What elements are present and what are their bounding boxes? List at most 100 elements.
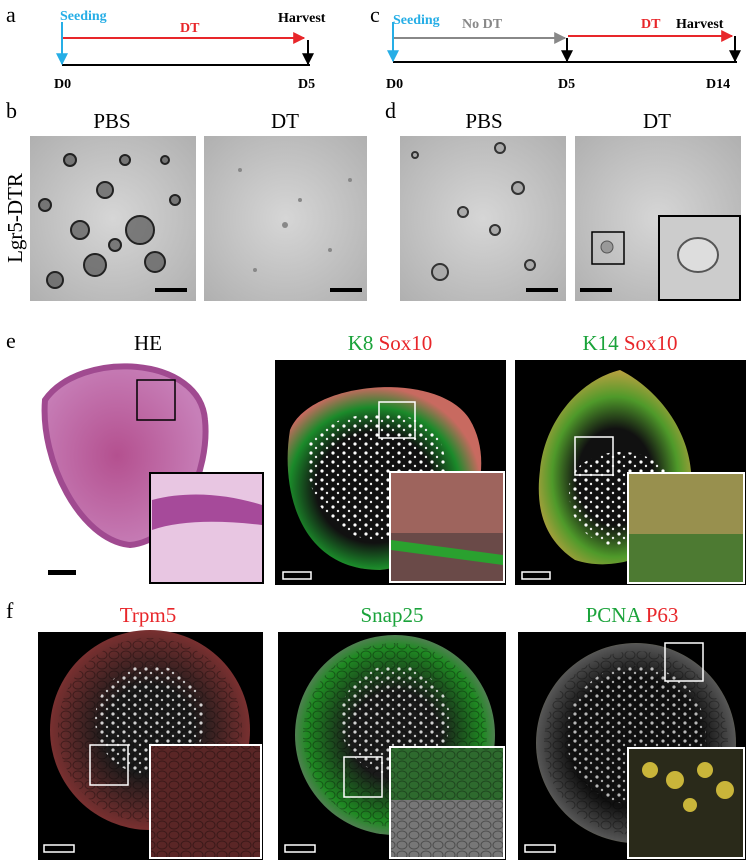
image-region bbox=[629, 474, 743, 534]
image-detail bbox=[511, 181, 525, 195]
image-region bbox=[43, 844, 75, 853]
stain-label: Trpm5 bbox=[120, 603, 176, 627]
image-detail bbox=[666, 771, 684, 789]
image-region bbox=[48, 570, 76, 575]
treatment-label: DT bbox=[641, 17, 661, 32]
micrograph bbox=[30, 136, 196, 301]
image-detail bbox=[411, 151, 419, 159]
image-region bbox=[330, 288, 362, 292]
image-region bbox=[574, 436, 614, 476]
image-region bbox=[391, 748, 503, 857]
image-region bbox=[521, 571, 551, 580]
micrograph bbox=[515, 360, 746, 585]
label-part: Snap25 bbox=[361, 603, 424, 627]
stain-label: K8 Sox10 bbox=[348, 331, 433, 355]
image-detail bbox=[489, 224, 501, 236]
image-detail bbox=[96, 181, 114, 199]
image-detail bbox=[524, 259, 536, 271]
row-label: Lgr5-DTR bbox=[3, 173, 27, 263]
image-detail bbox=[411, 142, 536, 281]
image-detail bbox=[169, 194, 181, 206]
image-detail bbox=[298, 198, 302, 202]
image-detail bbox=[125, 215, 155, 245]
image-detail bbox=[108, 238, 122, 252]
image-detail bbox=[716, 781, 734, 799]
stain-label: K14 Sox10 bbox=[582, 331, 677, 355]
label-part: Trpm5 bbox=[120, 603, 176, 627]
image-detail bbox=[238, 168, 352, 272]
image-detail bbox=[46, 271, 64, 289]
image-detail bbox=[642, 762, 734, 812]
micrograph bbox=[400, 136, 566, 301]
image-detail bbox=[328, 248, 332, 252]
label-part: PCNA bbox=[586, 603, 643, 627]
micrograph bbox=[575, 136, 741, 301]
image-detail bbox=[119, 154, 131, 166]
harvest-label: Harvest bbox=[676, 17, 724, 32]
image-region bbox=[391, 473, 503, 533]
day-label: D5 bbox=[298, 77, 315, 92]
day-label: D14 bbox=[706, 77, 730, 92]
image-detail bbox=[144, 251, 166, 273]
image-detail bbox=[70, 220, 90, 240]
image-detail bbox=[697, 762, 713, 778]
treatment-label: DT bbox=[180, 21, 200, 36]
image-region bbox=[524, 844, 556, 853]
image-detail bbox=[642, 762, 658, 778]
image-detail bbox=[38, 153, 181, 289]
panel-letter: e bbox=[6, 328, 16, 353]
panel-letter: d bbox=[385, 98, 396, 123]
image-detail bbox=[494, 142, 506, 154]
day-label: D0 bbox=[54, 77, 71, 92]
micrograph bbox=[30, 360, 265, 585]
label-part: K8 bbox=[348, 331, 374, 355]
image-detail bbox=[63, 153, 77, 167]
micrograph bbox=[38, 630, 263, 860]
label-part: HE bbox=[134, 331, 162, 355]
image-region bbox=[526, 288, 558, 292]
pre-label: No DT bbox=[462, 17, 503, 32]
image-detail bbox=[38, 198, 52, 212]
image-region bbox=[136, 379, 176, 421]
image-region bbox=[282, 571, 312, 580]
image-detail bbox=[160, 155, 170, 165]
condition-label: DT bbox=[271, 109, 299, 133]
image-region bbox=[580, 288, 612, 292]
micrograph bbox=[278, 632, 506, 860]
label-part: Sox10 bbox=[624, 331, 678, 355]
harvest-label: Harvest bbox=[278, 11, 326, 26]
seeding-label: Seeding bbox=[393, 13, 440, 28]
panel-letter: c bbox=[370, 2, 380, 27]
condition-label: DT bbox=[643, 109, 671, 133]
image-region bbox=[151, 746, 260, 857]
micrograph bbox=[518, 632, 746, 860]
micrograph bbox=[204, 136, 367, 301]
label-part: Sox10 bbox=[379, 331, 433, 355]
stain-label: HE bbox=[134, 331, 162, 355]
image-region bbox=[343, 756, 383, 798]
image-detail bbox=[348, 178, 352, 182]
label-part: K14 bbox=[582, 331, 619, 355]
image-detail bbox=[431, 263, 449, 281]
image-region bbox=[591, 231, 625, 265]
image-detail bbox=[83, 253, 107, 277]
day-label: D5 bbox=[558, 77, 575, 92]
image-detail bbox=[253, 268, 257, 272]
panel-letter: a bbox=[6, 2, 16, 27]
image-region bbox=[204, 136, 367, 301]
image-detail bbox=[600, 240, 614, 254]
day-label: D0 bbox=[386, 77, 403, 92]
stain-label: PCNA P63 bbox=[586, 603, 679, 627]
image-region bbox=[378, 401, 416, 439]
image-region bbox=[400, 136, 566, 301]
image-detail bbox=[238, 168, 242, 172]
condition-label: PBS bbox=[465, 109, 502, 133]
image-detail bbox=[683, 798, 697, 812]
image-region bbox=[89, 744, 129, 786]
panel-letter: b bbox=[6, 98, 17, 123]
micrograph bbox=[275, 360, 506, 585]
image-detail bbox=[391, 540, 503, 565]
image-detail bbox=[457, 206, 469, 218]
image-detail bbox=[677, 237, 719, 273]
